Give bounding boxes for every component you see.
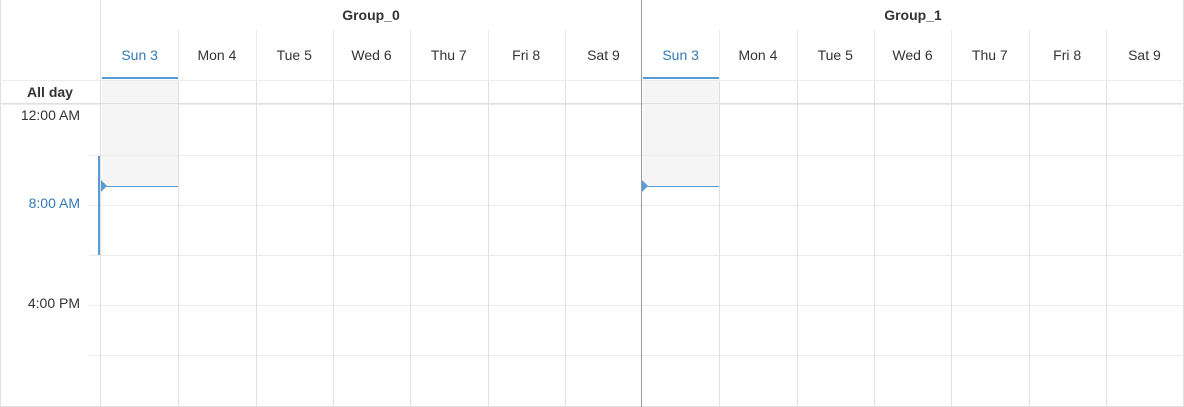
day-header-divider [873, 30, 875, 80]
allday-cell[interactable] [720, 81, 796, 103]
day-column-divider [255, 81, 257, 406]
current-time-marker-0 [101, 180, 107, 192]
allday-cell[interactable] [798, 81, 874, 103]
current-time-line-0 [101, 186, 179, 187]
day-header-0-5[interactable]: Fri 8 [512, 47, 541, 63]
time-label-0: 12:00 AM [20, 107, 80, 123]
day-column-divider [332, 81, 334, 406]
day-header-divider [564, 30, 566, 80]
all-day-label: All day [27, 84, 73, 100]
day-header-0-4[interactable]: Thu 7 [430, 47, 467, 63]
day-header-1-2[interactable]: Tue 5 [817, 47, 853, 63]
allday-cell[interactable] [566, 81, 642, 103]
day-column-divider [951, 81, 953, 406]
day-header-divider [332, 30, 334, 80]
time-label-2: 4:00 PM [27, 295, 80, 311]
day-header-1-6[interactable]: Sat 9 [1128, 47, 1161, 63]
allday-cell[interactable] [643, 81, 719, 103]
day-header-1-0[interactable]: Sun 3 [662, 47, 699, 63]
allday-cell[interactable] [1107, 81, 1183, 103]
group-separator [641, 0, 642, 407]
allday-cell[interactable] [102, 81, 178, 103]
day-header-divider [1105, 30, 1107, 80]
day-column-divider [178, 81, 180, 406]
allday-cell[interactable] [875, 81, 951, 103]
day-column-divider [796, 81, 798, 406]
allday-today-shade-1 [643, 81, 720, 103]
past-time-shade-0 [102, 104, 179, 186]
day-header-0-1[interactable]: Mon 4 [197, 47, 237, 63]
time-label-1: 8:00 AM [28, 195, 80, 211]
group-header-0: Group_0 [342, 7, 400, 23]
left-border [0, 0, 1, 407]
current-time-marker-1 [642, 180, 648, 192]
time-row-line [89, 255, 1184, 256]
allday-cell[interactable] [411, 81, 487, 103]
day-header-divider [1028, 30, 1030, 80]
allday-cell[interactable] [1030, 81, 1106, 103]
day-header-divider [410, 30, 412, 80]
allday-cell[interactable] [179, 81, 255, 103]
current-time-line-1 [642, 186, 720, 187]
day-header-divider [487, 30, 489, 80]
time-row-line [89, 355, 1184, 356]
day-column-divider [410, 81, 412, 406]
day-header-0-6[interactable]: Sat 9 [587, 47, 620, 63]
day-header-divider [796, 30, 798, 80]
day-header-divider [178, 30, 180, 80]
allday-today-shade-0 [102, 81, 179, 103]
day-header-1-4[interactable]: Thu 7 [971, 47, 1008, 63]
header-divider [0, 80, 1184, 81]
allday-cell[interactable] [489, 81, 565, 103]
allday-cell[interactable] [334, 81, 410, 103]
day-column-divider [564, 81, 566, 406]
day-header-divider [719, 30, 721, 80]
allday-divider [0, 103, 1184, 104]
time-row-line [89, 205, 1184, 206]
today-underline [102, 77, 179, 79]
group-header-1: Group_1 [884, 7, 942, 23]
past-time-shade-1 [643, 104, 720, 186]
day-column-divider [1105, 81, 1107, 406]
day-header-1-5[interactable]: Fri 8 [1053, 47, 1082, 63]
time-row-line [89, 305, 1184, 306]
day-header-1-1[interactable]: Mon 4 [738, 47, 778, 63]
current-time-bar [98, 156, 100, 255]
day-header-0-2[interactable]: Tue 5 [276, 47, 312, 63]
allday-cell[interactable] [257, 81, 333, 103]
day-column-divider [1028, 81, 1030, 406]
day-header-divider [255, 30, 257, 80]
day-column-divider [719, 81, 721, 406]
day-header-divider [951, 30, 953, 80]
today-underline [643, 77, 720, 79]
allday-divider-2 [0, 104, 1184, 105]
day-header-0-3[interactable]: Wed 6 [351, 47, 392, 63]
time-row-line [89, 155, 1184, 156]
day-header-0-0[interactable]: Sun 3 [121, 47, 158, 63]
day-column-divider [873, 81, 875, 406]
allday-cell[interactable] [952, 81, 1028, 103]
day-column-divider [487, 81, 489, 406]
time-gutter-border [100, 0, 101, 407]
day-header-1-3[interactable]: Wed 6 [892, 47, 933, 63]
